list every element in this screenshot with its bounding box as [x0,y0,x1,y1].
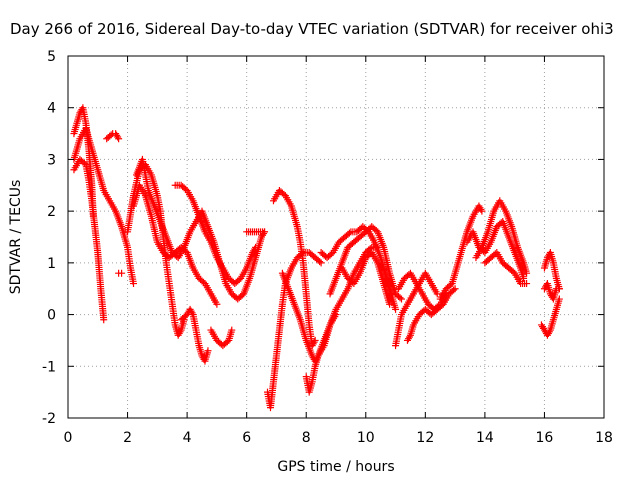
y-tick-label: -2 [42,411,56,427]
data-point [523,280,531,288]
data-point [405,333,413,341]
x-axis-ticks: 0 2 4 6 8 10 12 14 16 18 [64,56,613,446]
data-point [450,286,458,294]
x-axis-label: GPS time / hours [277,459,394,475]
y-tick-label: 2 [47,204,56,220]
x-tick-label: 14 [476,430,494,446]
x-tick-label: 6 [242,430,251,446]
data-point [176,328,184,336]
y-axis-label: SDTVAR / TECUs [8,180,24,295]
data-point [89,212,97,220]
data-point [555,285,563,293]
data-point [398,295,406,303]
data-point [433,290,441,298]
x-tick-label: 8 [302,430,311,446]
data-point [260,230,268,238]
data-point [392,305,400,313]
data-point [114,133,122,141]
data-point [523,269,531,277]
x-tick-label: 10 [357,430,375,446]
data-point [451,285,459,293]
y-tick-label: -1 [42,359,56,375]
data-point [545,328,553,336]
plot-frame [67,55,605,419]
data-point [317,259,325,267]
data-point [396,294,404,302]
data-point [80,159,88,167]
y-tick-label: 5 [47,49,56,65]
chart-title: Day 266 of 2016, Sidereal Day-to-day VTE… [10,20,614,38]
data-point [345,229,353,237]
data-point [261,228,269,236]
data-point [251,245,259,253]
data-point [228,326,236,334]
y-tick-label: 0 [47,308,56,324]
x-tick-label: 4 [183,430,192,446]
data-point [100,316,108,324]
data-point [204,347,212,355]
data-point [310,338,318,346]
data-point [520,274,528,282]
x-tick-label: 2 [123,430,132,446]
y-tick-label: 4 [47,101,56,117]
y-tick-label: 3 [47,152,56,168]
data-points [70,104,563,412]
data-point [130,280,138,288]
x-tick-label: 0 [64,430,73,446]
data-point [118,269,126,277]
data-point [386,300,394,308]
data-point [252,243,260,251]
data-point [311,336,319,344]
grid-lines [68,56,604,418]
data-point [478,207,486,215]
data-point [477,205,485,213]
data-point [555,295,563,303]
x-tick-label: 16 [536,430,554,446]
x-tick-label: 12 [416,430,434,446]
data-point [213,300,221,308]
x-tick-label: 18 [595,430,613,446]
data-point [188,309,196,317]
data-point [316,258,324,266]
data-point [115,135,123,143]
y-tick-label: 1 [47,256,56,272]
y-axis-ticks: -2 -1 0 1 2 3 4 5 [42,49,604,427]
